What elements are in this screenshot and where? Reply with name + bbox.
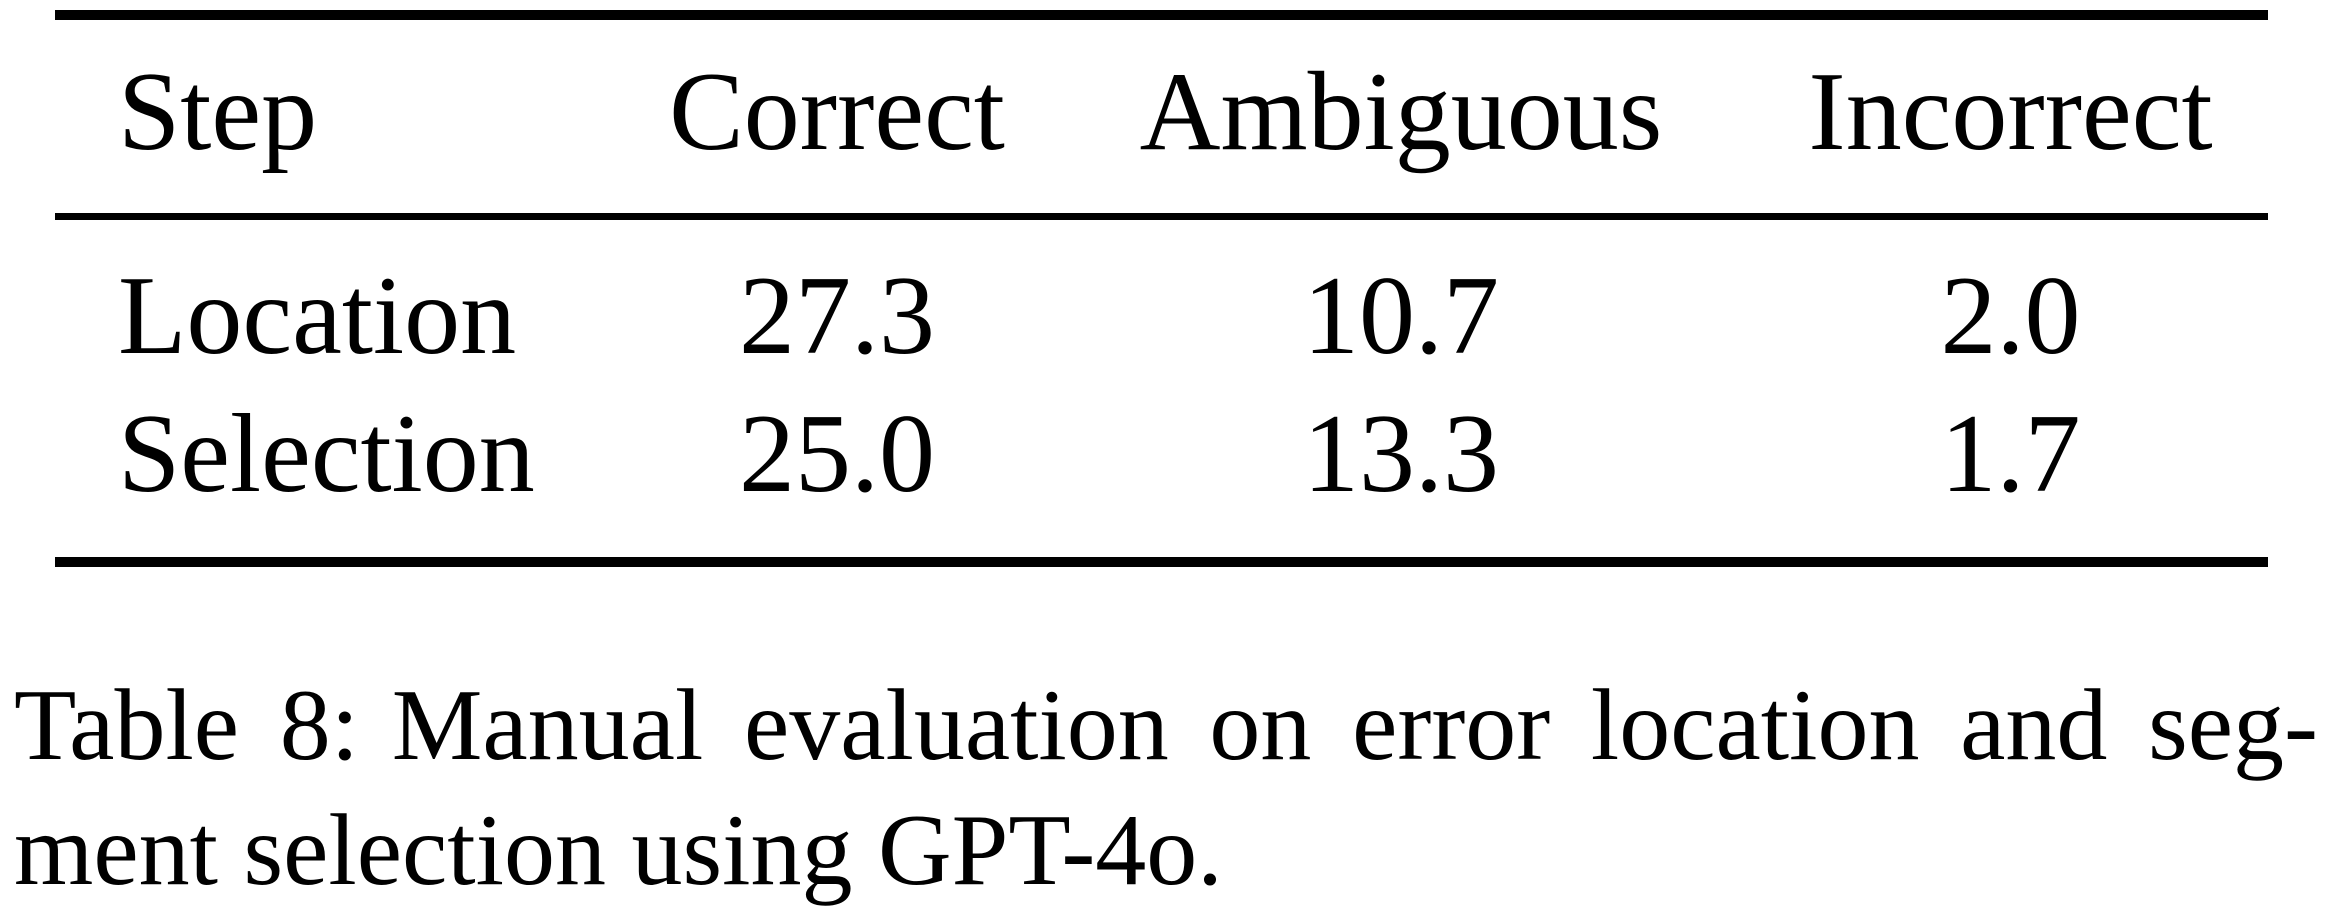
caption-label: Table 8: bbox=[14, 669, 360, 782]
table-bottom-rule bbox=[55, 557, 2268, 567]
cell-selection-correct: 25.0 bbox=[739, 392, 935, 516]
cell-location-ambiguous: 10.7 bbox=[1303, 254, 1499, 378]
cell-location-step: Location bbox=[118, 254, 517, 378]
table-header-row: Step Correct Ambiguous Incorrect bbox=[55, 56, 2268, 168]
cell-selection-step: Selection bbox=[118, 392, 535, 516]
column-header-step: Step bbox=[118, 50, 318, 174]
table-row-selection: Selection 25.0 13.3 1.7 bbox=[55, 398, 2268, 510]
column-header-correct: Correct bbox=[669, 50, 1005, 174]
caption-line-1: Table 8: Manual evaluation on error locat… bbox=[14, 663, 2318, 788]
table-row-location: Location 27.3 10.7 2.0 bbox=[55, 260, 2268, 372]
results-table: Step Correct Ambiguous Incorrect Locatio… bbox=[55, 0, 2268, 567]
table-caption: Table 8: Manual evaluation on error locat… bbox=[14, 663, 2318, 912]
cell-location-correct: 27.3 bbox=[739, 254, 935, 378]
table-mid-rule bbox=[55, 213, 2268, 220]
cell-selection-ambiguous: 13.3 bbox=[1303, 392, 1499, 516]
table-top-rule bbox=[55, 10, 2268, 20]
cell-selection-incorrect: 1.7 bbox=[1940, 392, 2081, 516]
column-header-ambiguous: Ambiguous bbox=[1139, 50, 1663, 174]
caption-text-line1: Manual evaluation on error location and … bbox=[391, 669, 2319, 782]
cell-location-incorrect: 2.0 bbox=[1940, 254, 2081, 378]
caption-line-2: ment selection using GPT-4o. bbox=[14, 794, 1223, 907]
column-header-incorrect: Incorrect bbox=[1808, 50, 2213, 174]
